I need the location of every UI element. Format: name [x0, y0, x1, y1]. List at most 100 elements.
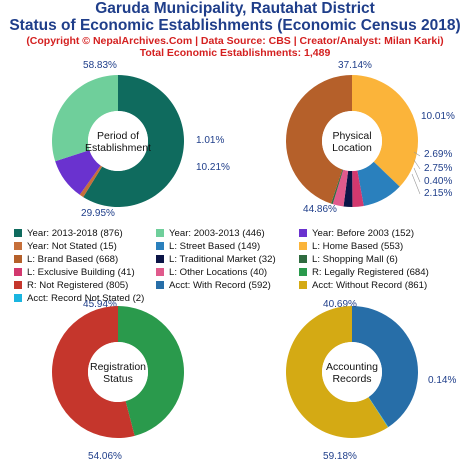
legend-item: R: Legally Registered (684)	[299, 267, 429, 278]
leader-line-1	[413, 151, 421, 157]
slice-label-1-2: 1.01%	[196, 135, 224, 146]
center-label-1-2: Establishment	[85, 142, 151, 154]
legend-swatch	[14, 294, 22, 302]
center-label-3-2: Status	[103, 373, 133, 385]
slice-label-3-1: 45.94%	[83, 299, 117, 310]
leader-line-3	[413, 167, 421, 183]
slice-1-1	[83, 75, 184, 208]
legend-label: Year: Before 2003 (152)	[312, 228, 415, 239]
slice-label-4-3: 59.18%	[323, 451, 357, 462]
slice-4-1	[352, 306, 418, 428]
slice-label-1-3: 10.21%	[196, 162, 230, 173]
donut-hole-2	[322, 111, 382, 171]
legend-swatch	[14, 281, 22, 289]
legend-swatch	[14, 229, 22, 237]
donut-chart-1: 58.83% 1.01% 10.21% 29.95% Period ofEstablis…	[52, 60, 230, 219]
legend-item: L: Brand Based (668)	[14, 254, 118, 265]
legend-label: L: Brand Based (668)	[27, 254, 119, 265]
legend-item: R: Not Registered (805)	[14, 280, 128, 291]
center-label-1-1: Period of	[97, 130, 139, 142]
slice-label-2-4: 2.15%	[424, 188, 452, 199]
credit-line: (Copyright © NepalArchives.Com | Data So…	[26, 35, 444, 47]
title-line-2: Status of Economic Establishments (Econo…	[9, 17, 461, 34]
center-label-3-1: Registration	[90, 361, 146, 373]
legend-label: R: Legally Registered (684)	[312, 267, 429, 278]
legend-item: L: Other Locations (40)	[156, 267, 267, 278]
legend-swatch	[14, 255, 22, 263]
legend-label: Acct: Record Not Stated (2)	[27, 293, 145, 304]
legend-swatch	[299, 268, 307, 276]
legend-label: L: Street Based (149)	[169, 241, 261, 252]
legend-swatch	[156, 229, 164, 237]
slice-1-3	[55, 150, 101, 195]
slice-2-3	[352, 170, 364, 207]
donut-hole-4	[322, 342, 382, 402]
slice-2-7	[286, 75, 352, 204]
donut-hole-1	[88, 111, 148, 171]
title-line-1: Garuda Municipality, Rautahat District	[95, 0, 375, 17]
leader-line-2	[413, 159, 421, 170]
center-label-2-2: Location	[332, 142, 372, 154]
slice-3-1	[118, 306, 184, 436]
total-line: Total Economic Establishments: 1,489	[139, 47, 331, 59]
legend-item: L: Traditional Market (32)	[156, 254, 276, 265]
slice-2-1	[352, 75, 418, 187]
legend-swatch	[156, 255, 164, 263]
donut-chart-2: 37.14% 10.01% 2.75% 2.15% 2.69% 0.40% 44.86% Ph…	[286, 60, 455, 215]
legend-label: Year: Not Stated (15)	[27, 241, 117, 252]
legend-label: Acct: Without Record (861)	[312, 280, 428, 291]
legend-label: L: Other Locations (40)	[169, 267, 268, 278]
donut-hole-3	[88, 342, 148, 402]
slice-label-2-6: 0.40%	[424, 176, 452, 187]
legend-swatch	[299, 281, 307, 289]
slice-label-4-1: 40.69%	[323, 299, 357, 310]
slice-4-3	[286, 306, 388, 438]
legend-label: L: Shopping Mall (6)	[312, 254, 398, 265]
legend-label: Acct: With Record (592)	[169, 280, 271, 291]
legend-item: Year: 2013-2018 (876)	[14, 228, 123, 239]
slice-1-2	[79, 165, 103, 198]
center-label-4-1: Accounting	[326, 361, 378, 373]
legend-swatch	[14, 242, 22, 250]
legend-swatch	[156, 242, 164, 250]
legend-item: Year: Not Stated (15)	[14, 241, 117, 252]
legend-swatch	[156, 268, 164, 276]
slice-label-2-5: 2.69%	[424, 149, 452, 160]
slice-label-2-7: 44.86%	[303, 204, 337, 215]
center-label-4-2: Records	[332, 373, 371, 385]
slice-4-2	[368, 397, 389, 428]
slice-2-5	[332, 169, 349, 207]
slice-label-1-4: 29.95%	[81, 208, 115, 219]
slice-2-4	[343, 170, 353, 207]
legend-item: Acct: Without Record (861)	[299, 280, 427, 291]
slice-label-2-3: 2.75%	[424, 163, 452, 174]
slice-label-4-2: 0.14%	[428, 375, 456, 386]
chart-header: Garuda Municipality, Rautahat District S…	[0, 0, 470, 60]
slice-label-2-1: 37.14%	[338, 60, 372, 71]
legend-item: Acct: Record Not Stated (2)	[14, 293, 144, 304]
legend-item: L: Home Based (553)	[299, 241, 403, 252]
legend-swatch	[299, 242, 307, 250]
leader-line-4	[411, 173, 421, 195]
slice-label-1-1: 58.83%	[83, 60, 117, 71]
legend-swatch	[156, 281, 164, 289]
legend-item: Year: Before 2003 (152)	[299, 228, 414, 239]
legend-swatch	[299, 255, 307, 263]
legend-label: Year: 2003-2013 (446)	[169, 228, 265, 239]
legend-swatch	[299, 229, 307, 237]
legend-item: L: Shopping Mall (6)	[299, 254, 398, 265]
legend-label: L: Exclusive Building (41)	[27, 267, 135, 278]
slice-label-2-2: 10.01%	[421, 111, 455, 122]
legend-label: L: Traditional Market (32)	[169, 254, 276, 265]
legend-item: Acct: With Record (592)	[156, 280, 271, 291]
slice-2-2	[357, 161, 400, 206]
center-label-2-1: Physical	[332, 130, 371, 142]
legend-label: Year: 2013-2018 (876)	[27, 228, 123, 239]
legend-item: Year: 2003-2013 (446)	[156, 228, 265, 239]
legend-swatch	[14, 268, 22, 276]
legend-label: R: Not Registered (805)	[27, 280, 129, 291]
slice-3-2	[51, 306, 135, 438]
